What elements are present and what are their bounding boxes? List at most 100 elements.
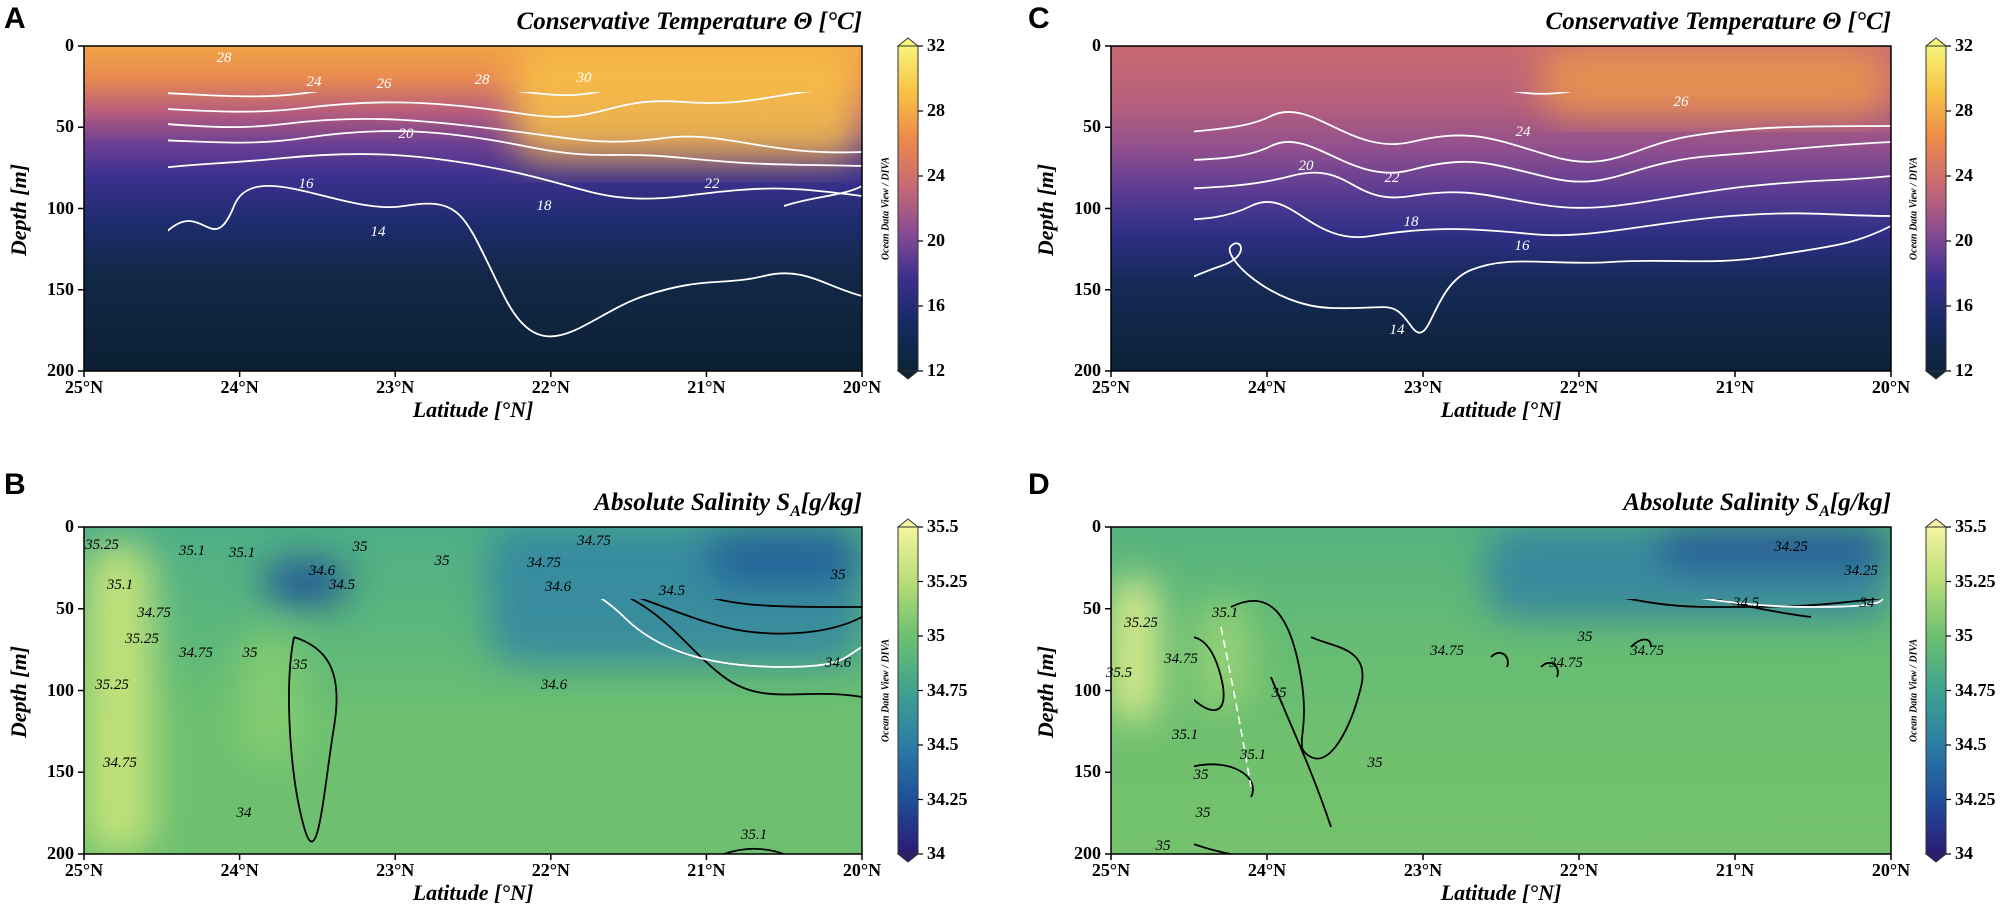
panel-b: 35.25 35.1 35.1 35.1 34.75 35.25 35.25 34.75 35 3… <box>0 455 1000 911</box>
contour-label-b-12: 34.5 <box>328 577 356 593</box>
panel-a: 28 24 26 28 30 20 16 18 22 14 25°N 24°N 23°N 22°N 21°N… <box>0 0 1000 455</box>
y-axis-label-c: Depth [m] <box>1033 163 1058 256</box>
y-tick-label-b-2: 100 <box>47 679 74 700</box>
colorbar-tick-label-c-4: 16 <box>1955 295 1973 315</box>
x-tick-label-c-3: 22°N <box>1559 377 1599 397</box>
x-tick-label-c-5: 20°N <box>1871 377 1911 397</box>
heatmap-patch-c-0 <box>1540 46 1891 118</box>
x-tick-label-a-5: 20°N <box>842 377 882 397</box>
y-tick-label-c-3: 150 <box>1074 278 1101 299</box>
contour-line-b-9 <box>723 847 785 855</box>
colorbar-tick-label-a-3: 20 <box>927 230 945 250</box>
y-axis-label-d: Depth [m] <box>1033 645 1058 738</box>
panel-d: 34.25 34.25 34.5 34 35.25 35.1 34.75 35 34.75 34.… <box>1028 455 2000 911</box>
contour-label-a-0: 28 <box>217 50 233 66</box>
contour-label-c-5: 16 <box>1515 238 1531 254</box>
x-tick-label-c-2: 23°N <box>1403 377 1443 397</box>
heatmap-patch-d-0 <box>1111 576 1158 724</box>
x-tick-label-a-2: 23°N <box>376 377 415 397</box>
chart-title-d: Absolute Salinity SA[g/kg] <box>1623 489 1891 521</box>
x-tick-label-d-4: 21°N <box>1715 860 1755 880</box>
contour-label-d-2: 34.5 <box>1732 595 1760 611</box>
contour-line-d-6 <box>1630 638 1652 648</box>
y-tick-label-d-2: 100 <box>1074 679 1101 700</box>
contour-label-c-4: 18 <box>1404 214 1420 230</box>
x-tick-label-c-4: 21°N <box>1715 377 1755 397</box>
contour-label-b-6: 35.25 <box>94 677 129 693</box>
y-tick-label-c-2: 100 <box>1074 197 1101 218</box>
contour-label-c-6: 14 <box>1390 322 1406 338</box>
x-tick-label-a-3: 22°N <box>531 377 570 397</box>
contour-label-b-0: 35.25 <box>84 537 119 553</box>
colorbar-tick-label-a-5: 12 <box>927 360 945 380</box>
chart-title-c: Conservative Temperature Θ [°C] <box>1545 8 1891 35</box>
colorbar-tick-label-a-0: 32 <box>927 35 945 55</box>
colorbar-tick-label-c-0: 32 <box>1955 35 1973 55</box>
x-tick-label-d-3: 22°N <box>1559 860 1599 880</box>
contour-dashed-d-1 <box>1220 626 1252 788</box>
contour-label-b-9: 35 <box>292 657 309 673</box>
contour-label-d-3: 34 <box>1859 595 1876 611</box>
colorbar-d <box>1925 526 1947 855</box>
contour-line-b-6 <box>288 636 338 843</box>
panel-label-c: C <box>1028 2 1050 35</box>
colorbar-tick-label-d-4: 34.5 <box>1955 734 1987 754</box>
y-tick-label-d-1: 50 <box>1083 597 1101 618</box>
contour-label-c-0: 24 <box>1516 124 1532 140</box>
x-tick-label-d-0: 25°N <box>1091 860 1131 880</box>
x-tick-label-c-0: 25°N <box>1091 377 1131 397</box>
contour-line-d-11 <box>1270 676 1332 828</box>
colorbar-tick-label-b-2: 35 <box>927 625 945 645</box>
contour-label-b-8: 35 <box>242 645 259 661</box>
colorbar-tick-label-b-1: 35.25 <box>927 570 968 591</box>
contour-label-d-15: 35 <box>1195 805 1212 821</box>
y-tick-label-a-3: 150 <box>47 278 74 299</box>
colorbar-top-arrow-d <box>1924 518 1948 528</box>
odv-credit-a: Ocean Data View / DIVA <box>880 156 892 260</box>
contour-label-b-4: 34.75 <box>136 605 171 621</box>
contour-line-d-4 <box>1194 636 1225 712</box>
chart-title-a: Conservative Temperature Θ [°C] <box>516 8 862 35</box>
contour-label-d-6: 34.75 <box>1163 651 1198 667</box>
contour-label-d-5: 35.1 <box>1211 605 1238 621</box>
contour-label-a-3: 28 <box>475 72 491 88</box>
chart-svg-c: 24 26 20 22 18 16 14 <box>1105 37 1951 380</box>
colorbar-tick-label-a-1: 28 <box>927 100 945 120</box>
contour-label-d-1: 34.25 <box>1843 563 1878 579</box>
x-tick-label-b-2: 23°N <box>376 860 415 880</box>
contour-line-b-7 <box>713 599 863 608</box>
contour-line-c-2 <box>1194 110 1892 163</box>
contour-label-b-5: 35.25 <box>124 631 159 647</box>
contour-line-d-9 <box>1194 843 1232 855</box>
contour-label-c-3: 22 <box>1385 170 1401 186</box>
y-tick-label-a-0: 0 <box>65 35 74 55</box>
colorbar-tick-label-b-3: 34.75 <box>927 679 968 700</box>
x-tick-label-b-4: 21°N <box>687 860 726 880</box>
contour-label-b-2: 35.1 <box>228 545 255 561</box>
colorbar-tick-label-b-4: 34.5 <box>927 734 959 754</box>
contour-label-a-7: 18 <box>537 198 553 214</box>
y-tick-label-a-1: 50 <box>56 116 74 137</box>
contour-label-b-14: 34.75 <box>526 555 561 571</box>
heatmap-patch-d-2 <box>1657 527 1891 567</box>
contour-label-d-0: 34.25 <box>1773 539 1808 555</box>
y-tick-label-b-1: 50 <box>56 597 74 618</box>
contour-label-d-10: 34.75 <box>1629 643 1664 659</box>
y-tick-label-d-4: 200 <box>1074 843 1101 863</box>
contour-line-b-8 <box>629 599 863 698</box>
contour-label-b-11: 34.6 <box>308 563 336 579</box>
contour-line-c-6 <box>1194 225 1892 334</box>
colorbar-tick-label-c-2: 24 <box>1955 165 1973 185</box>
x-tick-label-b-5: 20°N <box>842 860 882 880</box>
x-tick-label-a-4: 21°N <box>687 377 726 397</box>
contour-label-a-9: 14 <box>371 224 387 240</box>
chart-svg-d: 34.25 34.25 34.5 34 35.25 35.1 34.75 35 34.75 34.… <box>1105 518 1951 863</box>
x-axis-label-b: Latitude [°N] <box>412 880 534 905</box>
y-tick-label-a-4: 200 <box>47 360 74 380</box>
contour-label-d-17: 35 <box>1155 838 1172 854</box>
colorbar-tick-label-c-1: 28 <box>1955 100 1973 120</box>
chart-title-main-d: Absolute Salinity S <box>1623 489 1820 516</box>
contour-white-b-0 <box>600 599 863 668</box>
panel-c: 24 26 20 22 18 16 14 25°N 24°N 23°N 22°N 21°N 20°N 0 5… <box>1028 0 2000 455</box>
